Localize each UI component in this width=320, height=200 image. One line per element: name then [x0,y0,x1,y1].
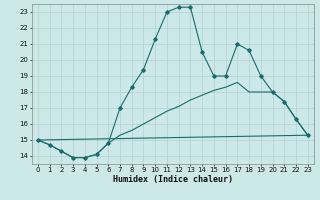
X-axis label: Humidex (Indice chaleur): Humidex (Indice chaleur) [113,175,233,184]
